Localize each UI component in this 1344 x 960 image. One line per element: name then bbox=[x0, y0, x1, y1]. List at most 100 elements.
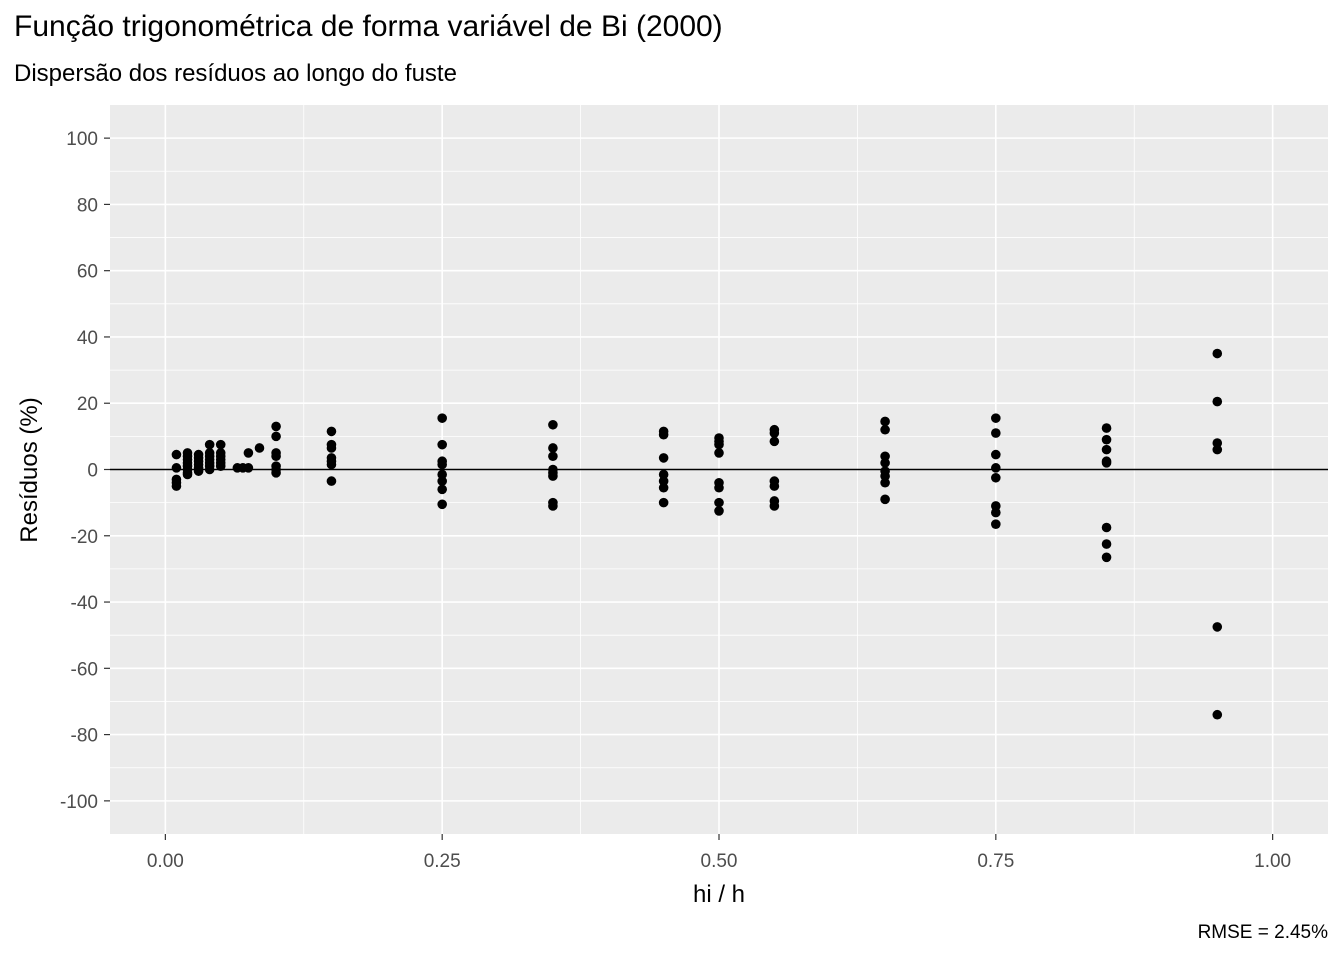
residual-point bbox=[991, 507, 1001, 518]
residual-point bbox=[880, 424, 890, 435]
residual-point bbox=[1212, 396, 1223, 407]
residual-point bbox=[769, 481, 780, 491]
residual-point bbox=[991, 413, 1001, 423]
residual-point bbox=[271, 468, 281, 478]
residual-point bbox=[326, 459, 337, 470]
residual-point bbox=[271, 421, 281, 432]
residual-point bbox=[171, 449, 182, 460]
residual-point bbox=[880, 477, 890, 488]
residual-point bbox=[714, 506, 724, 516]
residual-point bbox=[1212, 444, 1223, 455]
residual-point bbox=[1101, 434, 1112, 445]
residual-point bbox=[769, 428, 780, 438]
residual-point bbox=[658, 476, 669, 486]
residual-point bbox=[658, 482, 669, 493]
residual-point bbox=[658, 429, 669, 440]
y-tick-label: 20 bbox=[77, 394, 98, 415]
residual-point bbox=[548, 443, 558, 453]
x-tick-label: 0.75 bbox=[977, 851, 1014, 872]
residual-point bbox=[215, 461, 226, 471]
x-tick-label: 1.00 bbox=[1254, 851, 1291, 872]
residual-point bbox=[880, 458, 890, 468]
y-tick-label: -40 bbox=[71, 593, 98, 614]
residual-point bbox=[548, 501, 558, 511]
residual-point bbox=[1101, 539, 1112, 549]
residual-point bbox=[1101, 444, 1112, 455]
y-tick-label: 100 bbox=[66, 129, 98, 150]
residual-point bbox=[991, 463, 1001, 473]
residual-point bbox=[437, 459, 447, 470]
y-tick-label: -20 bbox=[71, 527, 98, 548]
y-tick-label: 0 bbox=[87, 461, 98, 482]
residual-point bbox=[548, 451, 558, 462]
residual-point bbox=[769, 501, 780, 511]
residual-point bbox=[171, 463, 182, 473]
x-tick-label: 0.25 bbox=[424, 851, 461, 872]
residual-point bbox=[1101, 522, 1112, 533]
residual-point bbox=[326, 443, 337, 453]
residual-point bbox=[548, 419, 558, 430]
y-tick-label: 80 bbox=[77, 195, 98, 216]
x-axis-title: hi / h bbox=[693, 881, 745, 908]
residual-point bbox=[714, 448, 724, 458]
residual-point bbox=[1101, 552, 1112, 563]
residual-point bbox=[1212, 709, 1223, 720]
residual-point bbox=[714, 482, 724, 493]
x-tick-label: 0.00 bbox=[147, 851, 184, 872]
residual-point bbox=[880, 494, 890, 505]
residual-point bbox=[437, 484, 447, 495]
residual-point bbox=[880, 416, 890, 427]
residual-point bbox=[193, 466, 204, 476]
residual-point bbox=[658, 469, 669, 480]
residual-point bbox=[1212, 348, 1223, 359]
residual-point bbox=[714, 497, 724, 508]
residual-point bbox=[326, 426, 337, 437]
residual-point bbox=[182, 469, 193, 480]
residual-point bbox=[326, 476, 337, 486]
rmse-caption: RMSE = 2.45% bbox=[1197, 922, 1328, 943]
residual-point bbox=[658, 497, 669, 508]
residual-point bbox=[204, 464, 215, 475]
residual-point bbox=[215, 439, 226, 450]
y-axis-ticks: -100 -80 -60 -40 -20 0 20 40 60 80 100 bbox=[60, 129, 110, 813]
residual-point bbox=[171, 481, 182, 491]
residual-point bbox=[1212, 438, 1223, 448]
residual-point bbox=[271, 431, 281, 442]
residual-point bbox=[204, 439, 215, 450]
residual-point bbox=[437, 476, 447, 486]
residual-point bbox=[548, 471, 558, 481]
residual-point bbox=[991, 519, 1001, 529]
residual-point bbox=[437, 413, 447, 423]
residual-points bbox=[171, 348, 1223, 720]
y-axis-title: Resíduos (%) bbox=[16, 397, 43, 542]
y-tick-label: -100 bbox=[60, 792, 98, 813]
residual-point bbox=[437, 469, 447, 480]
residual-point bbox=[991, 449, 1001, 460]
residual-point bbox=[880, 471, 890, 481]
chart-title: Função trigonométrica de forma variável … bbox=[14, 10, 723, 43]
residual-point bbox=[658, 453, 669, 463]
residual-point bbox=[991, 472, 1001, 483]
residual-point bbox=[271, 451, 281, 462]
y-tick-label: -60 bbox=[71, 659, 98, 680]
residual-point bbox=[243, 463, 254, 473]
residual-point bbox=[437, 439, 447, 450]
residual-point bbox=[991, 501, 1001, 511]
chart-subtitle: Dispersão dos resíduos ao longo do fuste bbox=[14, 60, 457, 87]
residual-point bbox=[880, 451, 890, 462]
residual-point bbox=[769, 436, 780, 447]
residual-point bbox=[714, 439, 724, 450]
y-tick-label: 60 bbox=[77, 262, 98, 283]
residual-point bbox=[1101, 423, 1112, 433]
residual-point bbox=[437, 499, 447, 510]
residual-point bbox=[1212, 622, 1223, 632]
residual-point bbox=[254, 443, 265, 453]
x-tick-label: 0.50 bbox=[701, 851, 738, 872]
residual-point bbox=[991, 428, 1001, 438]
x-axis-ticks: 0.00 0.25 0.50 0.75 1.00 bbox=[147, 834, 1291, 872]
y-tick-label: -80 bbox=[71, 726, 98, 747]
residual-point bbox=[1101, 458, 1112, 468]
residual-point bbox=[243, 448, 254, 458]
y-tick-label: 40 bbox=[77, 328, 98, 349]
